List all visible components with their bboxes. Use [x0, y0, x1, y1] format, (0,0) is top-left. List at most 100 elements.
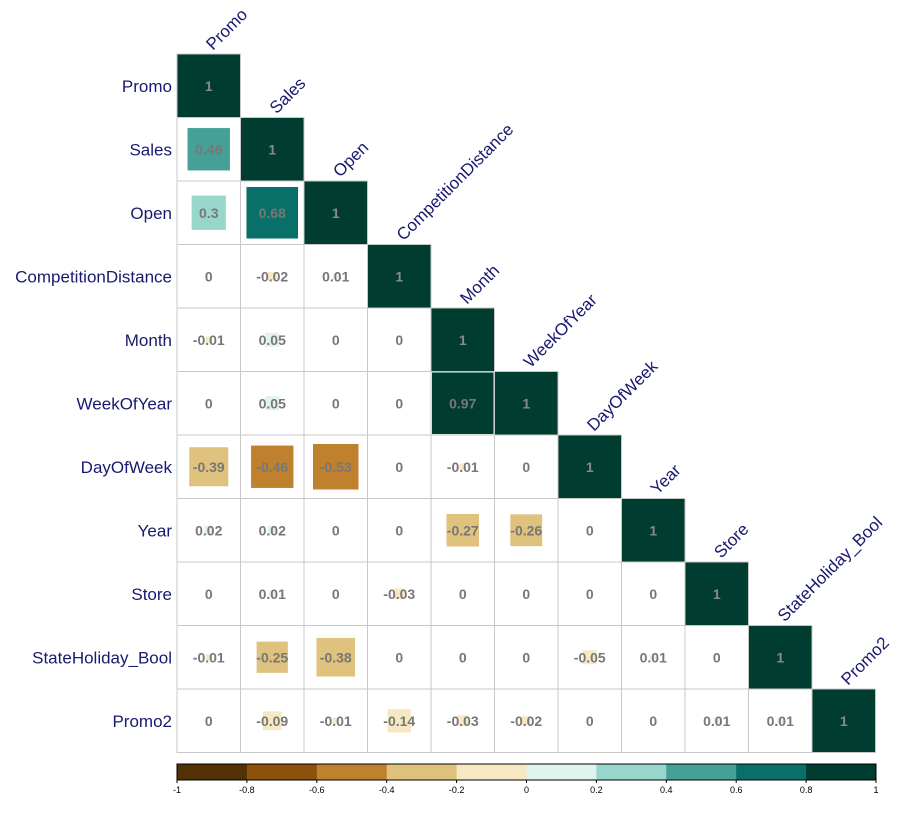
matrix-cell: 0	[303, 307, 368, 372]
correlation-square	[387, 709, 411, 733]
matrix-cell: 0	[684, 625, 749, 690]
matrix-cell: 0.02	[176, 498, 241, 563]
correlation-value: 0	[332, 332, 340, 348]
correlation-square	[304, 181, 367, 244]
correlation-value: 0	[205, 713, 213, 729]
correlation-square	[582, 650, 597, 665]
matrix-cell: 0.68	[240, 180, 305, 245]
matrix-cell: 1	[367, 244, 432, 309]
correlation-value: -0.03	[383, 586, 415, 602]
legend-swatch	[316, 764, 388, 780]
matrix-cell: 0.01	[240, 561, 305, 626]
legend-tick-label: -0.6	[309, 785, 325, 795]
legend-swatch	[246, 764, 318, 780]
matrix-cell: 0	[367, 307, 432, 372]
cell-frame	[494, 625, 559, 690]
legend-tick-label: 0.6	[730, 785, 743, 795]
correlation-square	[246, 186, 299, 239]
matrix-cell: -0.01	[176, 625, 241, 690]
correlation-square	[777, 717, 784, 724]
row-label: Open	[130, 204, 172, 223]
column-label: DayOfWeek	[583, 356, 661, 434]
matrix-cell: 0	[557, 688, 622, 753]
column-label: Year	[647, 460, 685, 498]
row-labels: Promo Sales Open CompetitionDistance Month We…	[15, 77, 172, 731]
cell-frame	[303, 561, 368, 626]
correlation-value: 0.68	[259, 205, 286, 221]
matrix-cell: -0.01	[303, 688, 368, 753]
row-label: Promo	[122, 77, 172, 96]
correlation-value: -0.02	[256, 268, 288, 284]
correlation-value: -0.38	[320, 649, 352, 665]
row-label: Month	[125, 331, 172, 350]
matrix-cell: 1	[557, 434, 622, 499]
column-label: CompetitionDistance	[393, 120, 517, 244]
matrix-cell: 0.01	[621, 625, 686, 690]
matrix-cell: 0	[303, 498, 368, 563]
correlation-square	[251, 445, 294, 488]
correlation-value: -0.14	[383, 713, 415, 729]
legend-swatch	[456, 764, 527, 780]
correlation-square	[332, 717, 339, 724]
legend-tick-label: 1	[873, 785, 878, 795]
matrix-cell: -0.02	[240, 244, 305, 309]
legend-tick-label: -0.8	[239, 785, 255, 795]
correlation-square	[459, 463, 466, 470]
column-label: StateHoliday_Bool	[774, 513, 886, 625]
correlation-value: 0.01	[767, 713, 794, 729]
matrix-cell: 0	[176, 371, 241, 436]
correlation-value: 0.01	[703, 713, 730, 729]
correlation-square	[256, 641, 288, 673]
matrix-cell: 0	[430, 625, 495, 690]
matrix-cell: 0.05	[240, 307, 305, 372]
legend-swatch	[736, 764, 807, 780]
correlation-square	[191, 195, 226, 230]
column-label: Sales	[266, 74, 310, 118]
correlation-square	[241, 118, 304, 181]
matrix-cell: 0.97	[430, 371, 495, 436]
correlation-value: 1	[205, 78, 213, 94]
correlation-value: -0.01	[320, 713, 352, 729]
correlation-value: 0	[332, 586, 340, 602]
correlation-value: 0.46	[195, 141, 222, 157]
correlation-value: 1	[776, 649, 784, 665]
column-label: Open	[329, 138, 372, 181]
correlation-value: 0	[395, 522, 403, 538]
correlation-square	[187, 128, 230, 171]
matrix-cell: 0	[176, 688, 241, 753]
correlation-square	[267, 271, 277, 281]
cell-frame	[430, 561, 495, 626]
cell-frame	[303, 498, 368, 563]
correlation-value: 0	[205, 268, 213, 284]
legend-tick-label: 0.4	[660, 785, 673, 795]
correlation-square	[431, 308, 494, 371]
correlation-value: -0.27	[447, 522, 479, 538]
cell-frame	[621, 688, 686, 753]
matrix-cell: 0.01	[748, 688, 813, 753]
correlation-value: 0.01	[322, 268, 349, 284]
correlation-value: 0	[522, 459, 530, 475]
legend-tick-label: -0.2	[449, 785, 465, 795]
matrix-cell: -0.09	[240, 688, 305, 753]
correlation-value: 1	[522, 395, 530, 411]
legend-tick-label: 0.8	[800, 785, 813, 795]
correlation-square	[685, 562, 748, 625]
cell-frame	[557, 561, 622, 626]
row-label: Promo2	[112, 712, 172, 731]
matrix-cell: 0	[621, 688, 686, 753]
correlation-value: 0.3	[199, 205, 219, 221]
correlation-square	[265, 332, 280, 347]
matrix-cell: 1	[621, 498, 686, 563]
matrix-cell: 1	[430, 307, 495, 372]
correlation-value: 0	[395, 332, 403, 348]
matrix-cell: 0	[367, 371, 432, 436]
legend-swatch	[806, 764, 877, 780]
correlation-value: 1	[586, 459, 594, 475]
correlation-square	[446, 514, 479, 547]
correlation-square	[457, 715, 469, 727]
matrix-cell: 0	[494, 625, 559, 690]
legend-swatch	[386, 764, 458, 780]
correlation-value: 0	[586, 586, 594, 602]
row-label: Sales	[129, 140, 172, 159]
correlation-value: 0	[395, 459, 403, 475]
